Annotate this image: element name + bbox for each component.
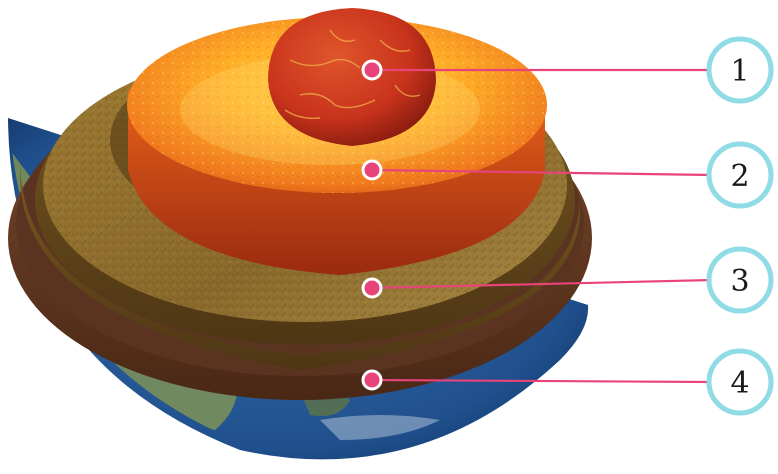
callout-badge-4: 4 [706,348,774,416]
leader-dot-2 [361,159,383,181]
badge-ring [706,141,774,209]
leader-dot-1 [361,59,383,81]
leader-line-2 [371,168,714,177]
callout-badge-3: 3 [706,246,774,314]
leader-line-4 [371,378,714,384]
badge-ring [706,246,774,314]
layer-inner-core [268,8,436,146]
earth-surface-clouds [320,415,440,440]
callout-badge-1: 1 [706,36,774,104]
callout-badge-2: 2 [706,141,774,209]
badge-ring [706,36,774,104]
callout-number-2: 2 [730,159,749,194]
badge-ring [706,348,774,416]
callout-number-1: 1 [730,54,749,89]
callouts: 1 2 3 4 [361,36,774,416]
inner-core-sphere [268,8,436,146]
inner-core-cracks [284,29,421,120]
callout-number-3: 3 [730,264,749,299]
leader-dot-3 [361,277,383,299]
callout-number-4: 4 [730,366,749,401]
leader-dot-4 [361,369,383,391]
leader-line-3 [371,278,714,290]
